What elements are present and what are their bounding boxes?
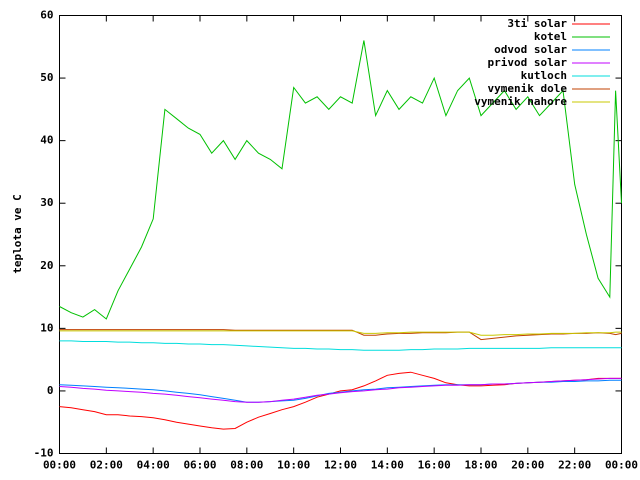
y-tick-label: -10 [34,447,54,460]
y-tick-label: 0 [47,384,54,397]
series-line [59,40,622,320]
x-tick-label: 08:00 [230,459,263,472]
x-tick-label: 20:00 [511,459,544,472]
series-line [59,377,622,403]
y-tick-label: 60 [40,9,53,22]
legend-label: vymenik nahore [474,95,567,108]
x-tick-label: 22:00 [558,459,591,472]
legend-label: odvod solar [494,43,567,56]
series-line [59,329,622,341]
x-tick-label: 10:00 [277,459,310,472]
x-tick-label: 06:00 [183,459,216,472]
y-tick-label: 10 [40,321,53,334]
y-tick-label: 40 [40,134,53,147]
x-tick-label: 12:00 [324,459,357,472]
x-tick-label: 00:00 [605,459,638,472]
x-tick-label: 04:00 [137,459,170,472]
series-line [59,371,622,430]
x-tick-label: 02:00 [90,459,123,472]
x-tick-label: 00:00 [43,459,76,472]
series-line [59,340,622,351]
x-tick-label: 18:00 [464,459,497,472]
y-tick-label: 30 [40,196,53,209]
series-line [59,330,622,336]
legend-label: 3ti solar [507,17,567,30]
x-tick-label: 16:00 [418,459,451,472]
legend-label: vymenik dole [488,82,568,95]
y-axis-label: teplota ve C [11,194,24,273]
legend-label: kotel [534,30,567,43]
y-tick-label: 50 [40,71,53,84]
x-tick-label: 14:00 [371,459,404,472]
legend-label: privod solar [488,56,568,69]
legend-label: kutloch [521,69,567,82]
y-tick-label: 20 [40,259,53,272]
